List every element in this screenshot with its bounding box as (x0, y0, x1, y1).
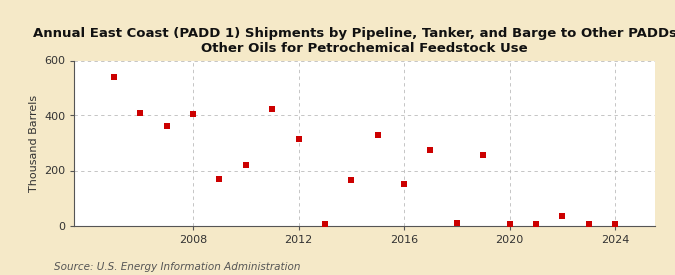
Point (161, 124, 172, 129)
Point (478, 153, 489, 158)
Point (188, 112, 198, 116)
Point (214, 177, 225, 181)
Point (346, 178, 356, 182)
Point (583, 222, 594, 226)
Point (504, 222, 515, 226)
Point (109, 75, 119, 79)
Text: Source: U.S. Energy Information Administration: Source: U.S. Energy Information Administ… (54, 262, 300, 272)
Point (610, 222, 620, 226)
Point (452, 221, 462, 225)
Title: Annual East Coast (PADD 1) Shipments by Pipeline, Tanker, and Barge to Other PAD: Annual East Coast (PADD 1) Shipments by … (32, 27, 675, 55)
Point (557, 214, 568, 218)
Y-axis label: Thousand Barrels: Thousand Barrels (28, 94, 38, 192)
Point (267, 106, 277, 111)
Point (399, 182, 410, 186)
Point (373, 133, 383, 137)
Point (531, 222, 541, 226)
Point (319, 222, 330, 226)
Point (425, 148, 436, 152)
Point (293, 137, 304, 141)
Point (135, 111, 146, 115)
Point (240, 163, 251, 167)
